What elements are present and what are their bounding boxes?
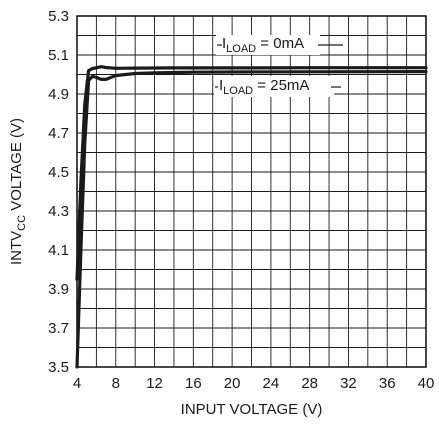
- x-tick-label: 8: [112, 375, 120, 392]
- y-axis-title: INTVCC VOLTAGE (V): [8, 118, 28, 265]
- data-series: [75, 65, 428, 369]
- y-tick-label: 5.1: [48, 47, 69, 64]
- annotation-iload-0ma: ILOAD = 0mA: [222, 35, 304, 55]
- y-tick-label: 4.7: [48, 125, 69, 142]
- annotation-iload-25ma: ILOAD = 25mA: [219, 77, 309, 97]
- plot-frame: [76, 15, 427, 368]
- annotation-subscript: LOAD: [226, 43, 256, 55]
- x-tick-label: 4: [73, 375, 81, 392]
- annotation-subscript: LOAD: [223, 85, 253, 97]
- annotation-base: I: [222, 35, 226, 52]
- x-tick-label: 20: [224, 375, 241, 392]
- annotation-rest: = 0mA: [256, 35, 304, 52]
- y-tick-label: 4.5: [48, 164, 69, 181]
- y-tick-label: 3.9: [48, 281, 69, 298]
- x-tick-label: 24: [263, 375, 280, 392]
- y-axis-title-subscript: CC: [16, 215, 28, 231]
- x-tick-label: 28: [301, 375, 318, 392]
- annotation-rest: = 25mA: [253, 77, 309, 94]
- series-line-iload-0ma: [75, 65, 428, 281]
- y-tick-label: 3.5: [48, 359, 69, 376]
- y-axis-title-rest: VOLTAGE (V): [8, 118, 25, 215]
- x-tick-label: 36: [379, 375, 396, 392]
- series-line-iload-25ma: [75, 70, 428, 369]
- x-tick-labels: 4 8 12 16 20 24 28 32 36 40: [73, 375, 435, 392]
- y-axis-title-base: INTV: [8, 231, 25, 265]
- annotation-background: [216, 35, 320, 55]
- y-tick-labels: 3.5 3.7 3.9 4.1 4.3 4.5 4.7 4.9 5.1 5.3: [48, 8, 69, 376]
- x-tick-label: 12: [146, 375, 163, 392]
- y-tick-label: 5.3: [48, 8, 69, 25]
- y-tick-label: 3.7: [48, 320, 69, 337]
- x-tick-label: 40: [418, 375, 435, 392]
- annotation-base: I: [219, 77, 223, 94]
- annotation-background: [214, 76, 334, 97]
- y-tick-label: 4.1: [48, 242, 69, 259]
- y-tick-label: 4.3: [48, 203, 69, 220]
- x-axis-title: INPUT VOLTAGE (V): [181, 401, 323, 418]
- x-tick-label: 32: [340, 375, 357, 392]
- x-tick-label: 16: [185, 375, 202, 392]
- y-tick-label: 4.9: [48, 86, 69, 103]
